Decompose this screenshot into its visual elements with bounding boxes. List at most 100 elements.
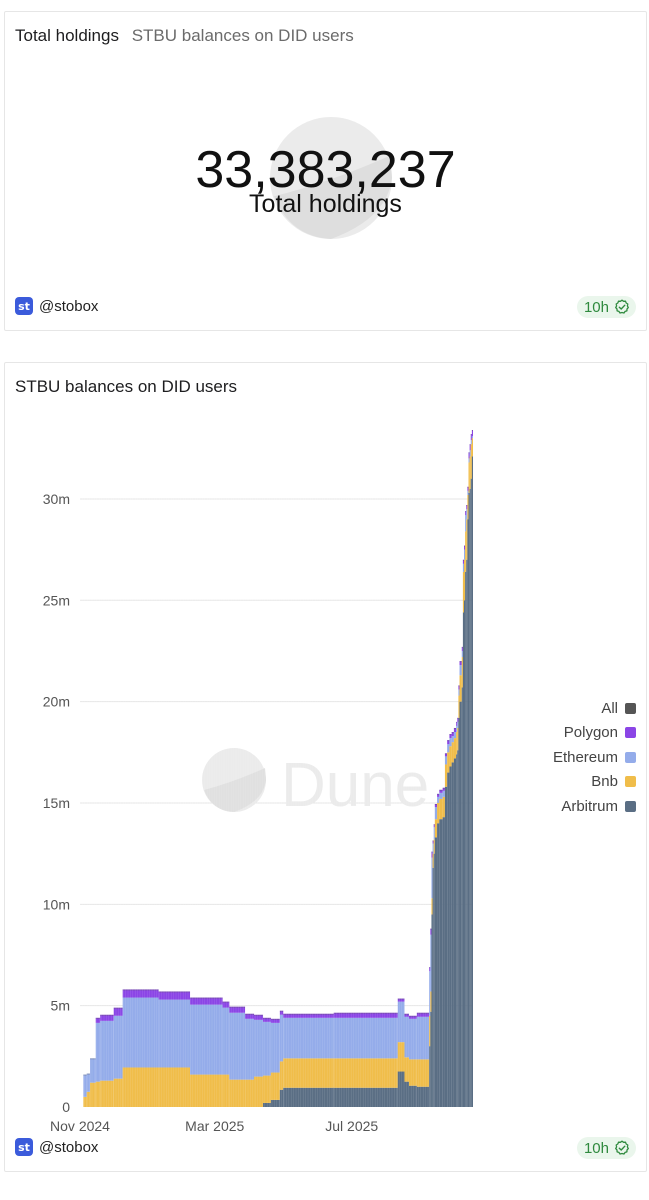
bar-segment-polygon — [430, 928, 432, 935]
counter-label: Total holdings — [249, 190, 402, 218]
dune-watermark-text: Dune — [281, 751, 429, 820]
legend-label: All — [601, 699, 618, 717]
bar-segment-ethereum — [459, 665, 462, 676]
bar-segment-arbitrum — [458, 717, 460, 1107]
chart-card: STBU balances on DID users Dune 0 5m 10m 15… — [4, 362, 647, 1172]
chart-card-footer: st @stobox 10h — [15, 1137, 636, 1161]
bar-segment-ethereum — [158, 999, 191, 1068]
y-tick-label: 20m — [43, 694, 70, 710]
bar-segment-ethereum — [408, 1018, 417, 1060]
bar-segment-ethereum — [437, 796, 440, 803]
bar-total-cap — [416, 1012, 430, 1014]
bar-total-cap — [457, 717, 459, 719]
bar-segment-ethereum — [447, 744, 450, 753]
bar-total-cap — [158, 991, 191, 993]
bar-segment-polygon — [416, 1012, 430, 1017]
bar-segment-arbitrum — [456, 754, 458, 1107]
bar-segment-ethereum — [466, 509, 468, 520]
legend-item-bnb[interactable]: Bnb — [526, 770, 636, 795]
bar-segment-bnb — [447, 752, 450, 773]
bar-segment-arbitrum — [404, 1081, 409, 1107]
bar-segment-ethereum — [229, 1012, 246, 1080]
bar-segment-ethereum — [333, 1017, 398, 1059]
owner-link[interactable]: st @stobox — [15, 297, 98, 315]
bar-segment-polygon — [397, 998, 405, 1002]
bar-segment-ethereum — [458, 689, 460, 696]
bar-segment-ethereum — [86, 1073, 91, 1092]
bar-segment-arbitrum — [464, 600, 466, 1107]
freshness-badge[interactable]: 10h — [576, 296, 636, 318]
bar-total-cap — [429, 967, 431, 969]
bar-total-cap — [263, 1017, 271, 1019]
bar-segment-polygon — [263, 1017, 271, 1022]
bar-total-cap — [245, 1013, 255, 1015]
bar-total-cap — [451, 732, 454, 734]
bar-segment-bnb — [468, 462, 470, 493]
bar-total-cap — [333, 1012, 398, 1014]
bar-segment-ethereum — [453, 732, 457, 739]
bar-total-cap — [444, 753, 448, 755]
bar-segment-bnb — [437, 802, 440, 824]
bar-segment-polygon — [404, 1013, 409, 1017]
counter-card: Total holdings STBU balances on DID user… — [4, 11, 647, 331]
stobox-logo-icon: st — [15, 1138, 33, 1156]
bar-segment-ethereum — [471, 436, 473, 439]
bar-segment-polygon — [470, 434, 472, 441]
legend-item-polygon[interactable]: Polygon — [526, 721, 636, 746]
legend-item-arbitrum[interactable]: Arbitrum — [526, 794, 636, 819]
legend-item-ethereum[interactable]: Ethereum — [526, 745, 636, 770]
owner-name: @stobox — [39, 297, 99, 315]
bar-segment-bnb — [464, 559, 466, 601]
bar-segment-bnb — [95, 1081, 101, 1107]
bar-segment-arbitrum — [333, 1087, 398, 1107]
bar-segment-polygon — [453, 727, 457, 733]
bar-segment-arbitrum — [263, 1102, 271, 1107]
bar-segment-arbitrum — [279, 1089, 284, 1107]
bar-segment-bnb — [439, 798, 443, 820]
freshness-label: 10h — [583, 298, 609, 316]
bar-total-cap — [466, 505, 468, 507]
bar-total-cap — [283, 1013, 334, 1015]
bar-segment-polygon — [270, 1018, 280, 1023]
bar-segment-arbitrum — [466, 559, 468, 1107]
bar-segment-bnb — [458, 695, 460, 718]
bar-segment-bnb — [404, 1057, 409, 1082]
bar-segment-ethereum — [456, 725, 458, 733]
y-tick-label: 0 — [62, 1099, 70, 1115]
counter-card-title[interactable]: Total holdings — [15, 26, 119, 45]
legend-item-all[interactable]: All — [526, 696, 636, 721]
bar-segment-bnb — [457, 727, 459, 751]
chart-card-title[interactable]: STBU balances on DID users — [15, 377, 238, 396]
dune-watermark-icon — [202, 748, 266, 812]
bar-total-cap — [459, 661, 462, 663]
legend-label: Ethereum — [552, 748, 618, 766]
bar-segment-polygon — [254, 1014, 264, 1020]
bar-segment-bnb — [470, 444, 472, 479]
bar-total-cap — [437, 793, 440, 795]
chart-card-header: STBU balances on DID users — [15, 377, 237, 397]
bar-segment-polygon — [468, 452, 470, 459]
bar-total-cap — [462, 559, 465, 561]
bar-segment-ethereum — [279, 1014, 284, 1062]
bar-total-cap — [122, 989, 159, 991]
bar-segment-ethereum — [416, 1016, 430, 1060]
owner-link[interactable]: st @stobox — [15, 1138, 98, 1156]
bar-segment-polygon — [466, 505, 468, 510]
bar-segment-polygon — [456, 721, 458, 726]
bar-total-cap — [447, 740, 450, 742]
bar-segment-polygon — [245, 1013, 255, 1019]
bar-total-cap — [434, 803, 438, 805]
bar-segment-bnb — [429, 1015, 431, 1047]
bar-segment-arbitrum — [469, 488, 471, 1107]
bar-segment-ethereum — [95, 1022, 101, 1082]
bar-segment-arbitrum — [283, 1087, 334, 1107]
bar-total-cap — [86, 1073, 91, 1075]
bar-segment-arbitrum — [437, 823, 440, 1107]
bar-segment-bnb — [469, 456, 471, 489]
bar-total-cap — [397, 998, 405, 1000]
legend-swatch — [625, 800, 636, 812]
bar-segment-bnb — [245, 1079, 255, 1107]
bar-segment-ethereum — [434, 807, 438, 820]
freshness-badge[interactable]: 10h — [576, 1137, 636, 1159]
bar-segment-polygon — [408, 1015, 417, 1019]
